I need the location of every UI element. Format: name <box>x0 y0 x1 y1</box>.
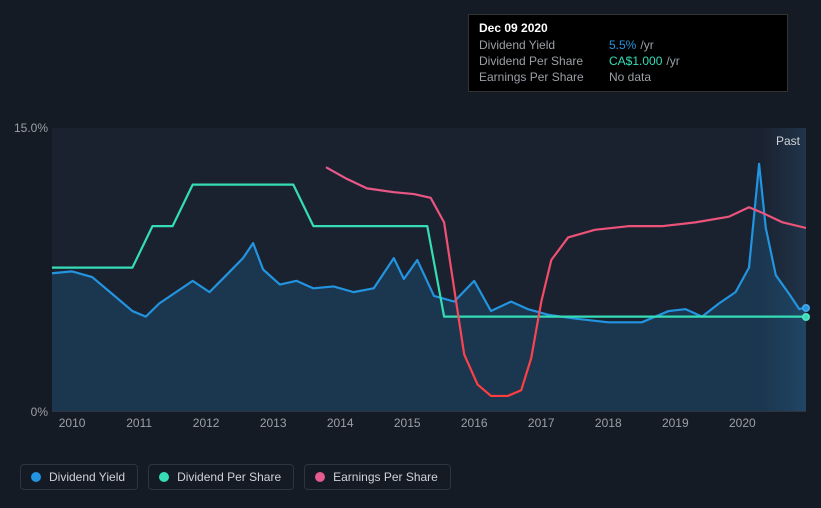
x-axis-tick: 2012 <box>193 416 220 430</box>
y-axis-tick-bottom: 0% <box>31 405 48 419</box>
chart-tooltip: Dec 09 2020 Dividend Yield 5.5% /yr Divi… <box>468 14 788 92</box>
tooltip-row: Dividend Per Share CA$1.000 /yr <box>479 53 777 69</box>
x-axis-tick: 2015 <box>394 416 421 430</box>
tooltip-suffix: /yr <box>666 54 679 68</box>
x-axis: 2010 2011 2012 2013 2014 2015 2016 2017 2018 2019… <box>52 416 806 436</box>
tooltip-label: Dividend Per Share <box>479 54 609 68</box>
x-axis-tick: 2011 <box>126 416 152 430</box>
legend-dot-icon <box>31 472 41 482</box>
chart-plot-area[interactable]: Past <box>52 128 806 412</box>
legend: Dividend Yield Dividend Per Share Earnin… <box>20 464 451 490</box>
tooltip-label: Dividend Yield <box>479 38 609 52</box>
x-axis-tick: 2020 <box>729 416 756 430</box>
x-axis-tick: 2018 <box>595 416 622 430</box>
tooltip-label: Earnings Per Share <box>479 70 609 84</box>
chart-svg <box>52 128 806 411</box>
tooltip-row: Dividend Yield 5.5% /yr <box>479 37 777 53</box>
legend-item-earnings-per-share[interactable]: Earnings Per Share <box>304 464 451 490</box>
legend-label: Dividend Per Share <box>177 470 281 484</box>
tooltip-value: No data <box>609 70 651 84</box>
legend-label: Dividend Yield <box>49 470 125 484</box>
tooltip-value: CA$1.000 <box>609 54 662 68</box>
x-axis-tick: 2017 <box>528 416 555 430</box>
x-axis-tick: 2016 <box>461 416 488 430</box>
tooltip-value: 5.5% <box>609 38 636 52</box>
legend-dot-icon <box>159 472 169 482</box>
legend-dot-icon <box>315 472 325 482</box>
series-end-dot-dividend_per_share <box>802 313 810 321</box>
x-axis-tick: 2019 <box>662 416 689 430</box>
legend-item-dividend-yield[interactable]: Dividend Yield <box>20 464 138 490</box>
chart-container: 15.0% 0% Past 20102011201220132014201520… <box>20 108 810 418</box>
y-axis-tick-top: 15.0% <box>14 121 48 135</box>
tooltip-date: Dec 09 2020 <box>479 21 777 35</box>
tooltip-row: Earnings Per Share No data <box>479 69 777 85</box>
x-axis-tick: 2010 <box>59 416 86 430</box>
tooltip-suffix: /yr <box>640 38 653 52</box>
legend-item-dividend-per-share[interactable]: Dividend Per Share <box>148 464 294 490</box>
legend-label: Earnings Per Share <box>333 470 438 484</box>
x-axis-tick: 2013 <box>260 416 287 430</box>
x-axis-tick: 2014 <box>327 416 354 430</box>
series-end-dot-dividend_yield <box>802 304 810 312</box>
